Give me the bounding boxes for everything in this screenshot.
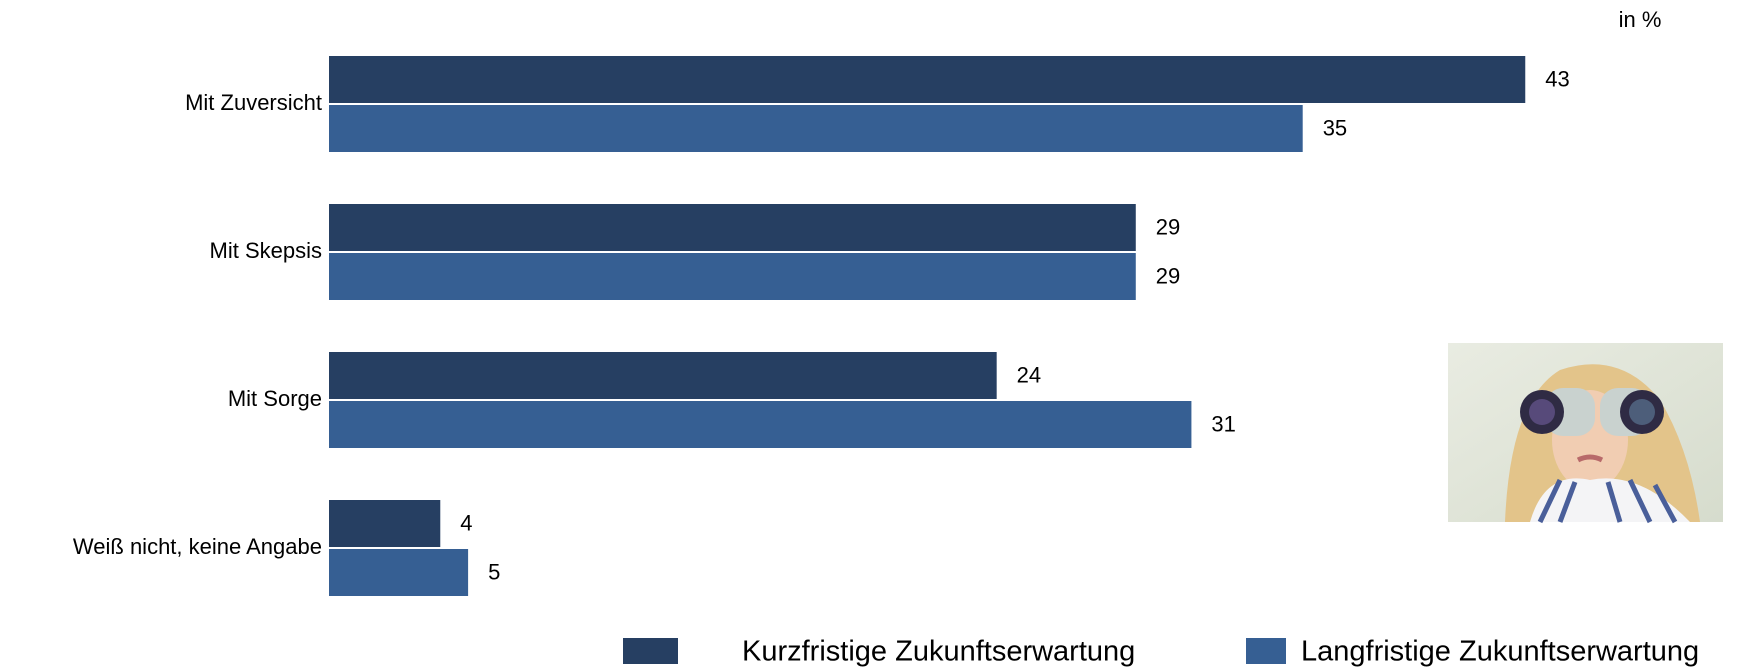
value-label: 29 xyxy=(1156,214,1180,239)
value-label: 29 xyxy=(1156,263,1180,288)
value-label: 43 xyxy=(1545,66,1569,91)
photo xyxy=(1448,343,1723,524)
bar xyxy=(329,401,1192,448)
legend-label: Kurzfristige Zukunftserwartung xyxy=(742,636,1135,668)
bar xyxy=(329,204,1136,251)
category-label: Weiß nicht, keine Angabe xyxy=(73,534,322,559)
legend-label: Langfristige Zukunftserwartung xyxy=(1301,636,1699,668)
bar xyxy=(329,549,469,596)
value-label: 24 xyxy=(1017,362,1041,387)
value-label: 35 xyxy=(1323,115,1347,140)
category-label: Mit Sorge xyxy=(228,386,322,411)
category-label: Mit Skepsis xyxy=(210,238,322,263)
legend-swatch xyxy=(1246,638,1286,664)
legend-swatch xyxy=(623,638,678,664)
value-label: 31 xyxy=(1211,411,1235,436)
unit-label: in % xyxy=(1619,7,1662,32)
bar xyxy=(329,56,1526,103)
category-label: Mit Zuversicht xyxy=(185,90,322,115)
bar xyxy=(329,253,1136,300)
value-label: 5 xyxy=(488,559,500,584)
value-label: 4 xyxy=(460,510,472,535)
bar xyxy=(329,500,441,547)
bar xyxy=(329,352,997,399)
bar xyxy=(329,105,1303,152)
